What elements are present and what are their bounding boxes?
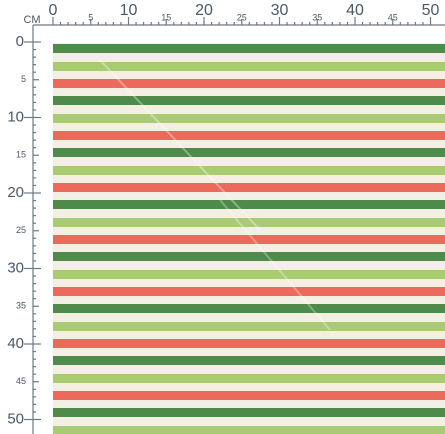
striped-fabric (53, 43, 445, 434)
left-ruler-label: 10 (7, 108, 24, 125)
left-ruler-label: 25 (16, 225, 26, 235)
left-ruler-label: 50 (7, 410, 24, 427)
unit-label: CM (23, 14, 40, 26)
fabric-sheen (99, 59, 261, 231)
top-ruler-label: 40 (346, 2, 364, 19)
left-ruler-label: 35 (16, 301, 26, 311)
fabric-sheen (219, 199, 331, 331)
top-ruler-label: 0 (49, 2, 58, 19)
top-ruler-label: 5 (88, 12, 93, 22)
top-ruler-label: 45 (388, 12, 398, 22)
top-ruler-label: 15 (161, 12, 171, 22)
top-ruler-label: 10 (120, 2, 138, 19)
left-ruler-label: 0 (16, 33, 24, 50)
left-ruler-label: 40 (7, 335, 24, 352)
top-ruler-label: 50 (422, 2, 440, 19)
top-ruler-label: 25 (237, 12, 247, 22)
top-ruler-label: 20 (195, 2, 213, 19)
left-ruler-label: 5 (21, 74, 26, 84)
left-ruler-label: 15 (16, 150, 26, 160)
left-ruler-label: 20 (7, 184, 24, 201)
left-ruler-label: 45 (16, 376, 26, 386)
top-ruler-label: 30 (271, 2, 289, 19)
left-ruler-label: 30 (7, 259, 24, 276)
top-ruler-label: 35 (312, 12, 322, 22)
